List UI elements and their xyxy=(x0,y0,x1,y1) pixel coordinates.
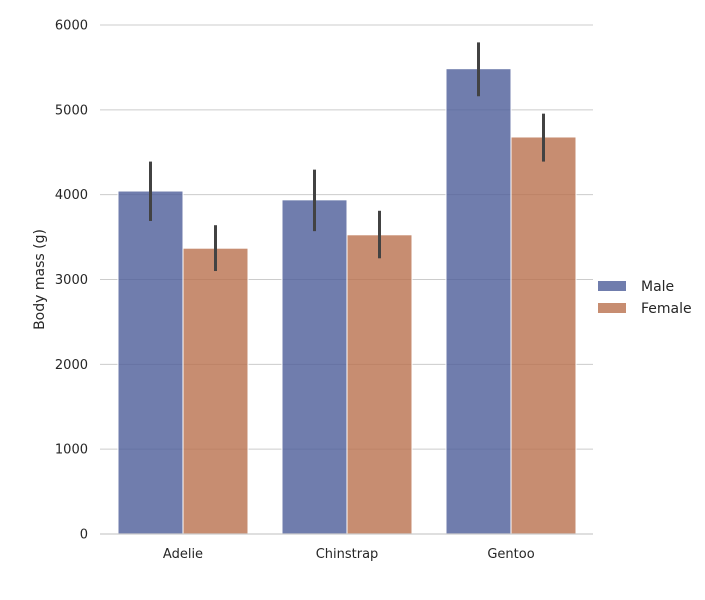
legend-swatch-female xyxy=(598,303,626,313)
y-tick-label: 4000 xyxy=(55,188,88,203)
y-axis-title: Body mass (g) xyxy=(32,229,48,330)
bar-male-chinstrap xyxy=(281,199,348,535)
x-tick-label: Gentoo xyxy=(487,547,534,562)
x-tick-label: Adelie xyxy=(163,547,203,562)
bars xyxy=(117,68,577,535)
y-tick-label: 6000 xyxy=(55,19,88,34)
legend: Male Female xyxy=(598,279,692,317)
legend-label-female: Female xyxy=(641,301,692,317)
bar-female-adelie xyxy=(182,247,249,535)
bar-male-adelie xyxy=(117,190,184,535)
y-tick-label: 0 xyxy=(80,528,88,543)
bar-female-gentoo xyxy=(510,136,577,535)
legend-swatch-male xyxy=(598,281,626,291)
y-tick-label: 3000 xyxy=(55,273,88,288)
bar-female-chinstrap xyxy=(346,234,413,535)
x-tick-labels: Adelie Chinstrap Gentoo xyxy=(163,547,535,562)
y-tick-label: 2000 xyxy=(55,358,88,373)
legend-label-male: Male xyxy=(641,279,674,295)
error-bars xyxy=(149,42,545,272)
bar-male-gentoo xyxy=(445,68,512,535)
y-tick-labels: 0 1000 2000 3000 4000 5000 6000 xyxy=(55,19,88,543)
x-tick-label: Chinstrap xyxy=(316,547,379,562)
y-tick-label: 5000 xyxy=(55,103,88,118)
y-tick-label: 1000 xyxy=(55,443,88,458)
